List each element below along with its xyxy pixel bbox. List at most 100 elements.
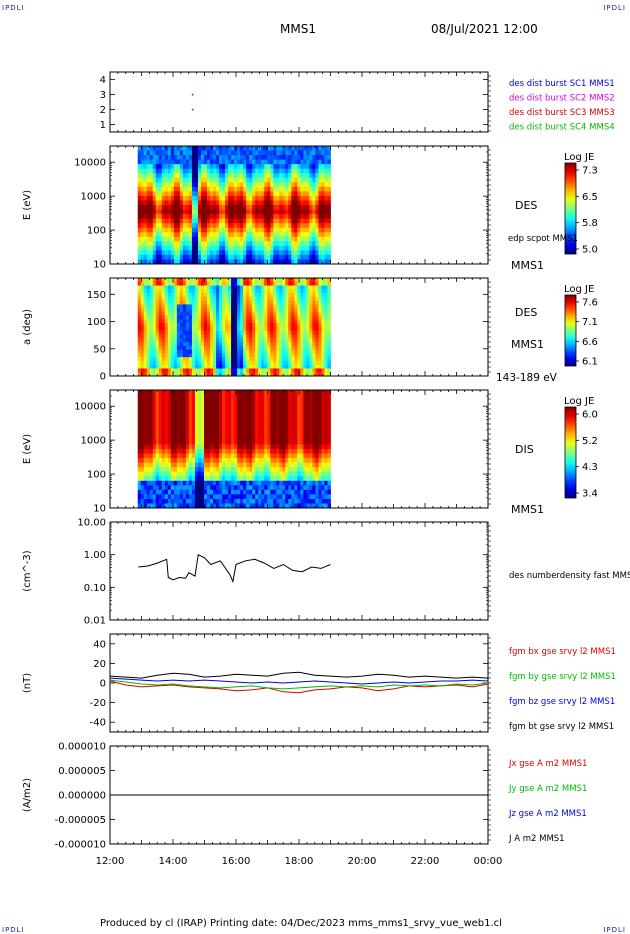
- des-pitch-panel-heatmap-cell: [291, 323, 295, 328]
- dis-energy-panel-heatmap-cell: [167, 412, 172, 418]
- des-pitch-panel-heatmap-cell: [140, 296, 145, 302]
- des-pitch-panel-heatmap-cell: [249, 364, 253, 369]
- des-energy-panel-heatmap-cell: [197, 245, 202, 251]
- des-pitch-panel-heatmap-cell: [306, 368, 310, 373]
- des-pitch-panel-heatmap-cell: [161, 296, 166, 302]
- dis-energy-panel-heatmap-cell: [182, 480, 187, 486]
- des-energy-panel-heatmap-cell: [216, 195, 220, 201]
- des-energy-panel-colorbar-tick-label: 5.8: [582, 218, 598, 229]
- des-energy-panel-heatmap-cell: [152, 182, 157, 188]
- des-pitch-panel-heatmap-cell: [303, 338, 307, 343]
- des-pitch-panel-heatmap-cell: [149, 311, 154, 317]
- des-energy-panel-heatmap-cell: [306, 218, 310, 224]
- des-energy-panel-heatmap-cell: [197, 159, 202, 165]
- dis-energy-panel-heatmap-cell: [243, 394, 247, 400]
- des-energy-panel-heatmap-cell: [300, 218, 304, 224]
- des-pitch-panel-heatmap-cell: [294, 372, 298, 377]
- des-energy-panel-heatmap-cell: [182, 245, 187, 251]
- des-energy-panel-heatmap-cell: [270, 223, 274, 229]
- des-energy-panel-heatmap-cell: [170, 214, 175, 220]
- des-energy-panel-heatmap-cell: [216, 232, 220, 238]
- des-pitch-panel-heatmap-cell: [140, 368, 145, 373]
- des-pitch-panel-heatmap-cell: [252, 311, 256, 317]
- des-pitch-panel-heatmap-cell: [297, 289, 301, 294]
- dis-energy-panel-heatmap-cell: [179, 462, 184, 468]
- dis-energy-panel-heatmap-cell: [167, 444, 172, 450]
- des-energy-panel-heatmap-cell: [279, 245, 283, 251]
- des-energy-panel-heatmap-cell: [243, 164, 247, 170]
- des-pitch-panel-heatmap-cell: [161, 360, 166, 366]
- dis-energy-panel-heatmap-cell: [194, 489, 199, 495]
- des-pitch-panel-heatmap-cell: [188, 315, 193, 320]
- des-energy-panel-heatmap-cell: [315, 173, 319, 179]
- dis-energy-panel-heatmap-cell: [185, 476, 190, 482]
- des-energy-panel-heatmap-cell: [252, 159, 256, 165]
- des-energy-panel-heatmap-cell: [270, 200, 274, 206]
- des-energy-panel-heatmap-cell: [161, 182, 166, 188]
- des-pitch-panel-heatmap-cell: [170, 349, 175, 354]
- des-energy-panel-heatmap-cell: [273, 146, 277, 151]
- des-energy-panel-heatmap-cell: [255, 254, 259, 260]
- des-energy-panel-heatmap-cell: [273, 177, 277, 183]
- des-energy-panel-heatmap-cell: [252, 146, 256, 151]
- des-energy-panel-heatmap-cell: [252, 205, 256, 210]
- des-energy-panel-heatmap-cell: [258, 223, 262, 229]
- des-pitch-panel-heatmap-cell: [267, 319, 271, 324]
- dis-energy-panel-heatmap-cell: [243, 439, 247, 445]
- des-pitch-panel-heatmap-cell: [161, 319, 166, 324]
- des-energy-panel-heatmap-cell: [179, 173, 184, 179]
- des-pitch-panel-heatmap-cell: [225, 353, 229, 358]
- des-pitch-panel-heatmap-cell: [252, 368, 256, 373]
- des-pitch-panel-heatmap-cell: [249, 308, 253, 313]
- des-energy-panel-heatmap-cell: [219, 200, 223, 206]
- dis-energy-panel-heatmap-cell: [267, 430, 271, 436]
- des-pitch-panel-heatmap-cell: [306, 281, 310, 286]
- des-energy-panel-heatmap-cell: [297, 191, 301, 197]
- dis-energy-panel-heatmap-cell: [191, 439, 196, 445]
- des-pitch-panel-heatmap-cell: [188, 278, 193, 283]
- dis-energy-panel-heatmap-cell: [140, 458, 145, 464]
- des-energy-panel-heatmap-cell: [252, 241, 256, 247]
- dis-energy-panel-heatmap-cell: [222, 498, 226, 504]
- des-pitch-panel-heatmap-cell: [318, 311, 322, 317]
- des-energy-panel-heatmap-cell: [137, 177, 142, 183]
- des-energy-panel-heatmap-cell: [270, 150, 274, 156]
- des-energy-panel-heatmap-cell: [216, 209, 220, 215]
- des-pitch-panel-heatmap-cell: [306, 338, 310, 343]
- des-energy-panel-heatmap-cell: [264, 159, 268, 165]
- des-pitch-panel-heatmap-cell: [152, 372, 157, 377]
- des-energy-panel-heatmap-cell: [249, 195, 253, 201]
- des-pitch-panel-heatmap-cell: [170, 281, 175, 286]
- des-energy-panel-heatmap-cell: [291, 173, 295, 179]
- des-pitch-panel-heatmap-cell: [164, 353, 169, 358]
- des-energy-panel-heatmap-cell: [315, 214, 319, 220]
- dis-energy-panel-heatmap-cell: [194, 503, 199, 509]
- des-energy-panel-heatmap-cell: [173, 195, 178, 201]
- des-pitch-panel-heatmap-cell: [137, 304, 142, 309]
- dis-energy-panel-heatmap-cell: [182, 498, 187, 504]
- des-energy-panel-heatmap-cell: [243, 191, 247, 197]
- des-pitch-panel-heatmap-cell: [315, 311, 319, 317]
- des-pitch-panel-heatmap-cell: [140, 364, 145, 369]
- des-energy-panel-heatmap-cell: [179, 195, 184, 201]
- des-pitch-panel-heatmap-cell: [176, 372, 181, 377]
- des-energy-panel-heatmap-cell: [276, 227, 280, 233]
- des-pitch-panel-heatmap-cell: [231, 304, 235, 309]
- des-pitch-panel-heatmap-cell: [297, 308, 301, 313]
- des-energy-panel-heatmap-cell: [137, 241, 142, 247]
- des-pitch-panel-heatmap-cell: [321, 289, 325, 294]
- des-energy-panel-heatmap-cell: [312, 150, 316, 156]
- des-pitch-panel-heatmap-cell: [161, 323, 166, 328]
- des-pitch-panel-heatmap-cell: [267, 368, 271, 373]
- dis-energy-panel-heatmap-cell: [219, 439, 223, 445]
- dis-energy-panel-heatmap-cell: [155, 462, 160, 468]
- des-energy-panel-heatmap-cell: [240, 173, 244, 179]
- des-energy-panel-heatmap-cell: [158, 150, 163, 156]
- dis-energy-panel-heatmap-cell: [228, 476, 232, 482]
- dis-energy-panel-heatmap-cell: [270, 403, 274, 409]
- dis-energy-panel-heatmap-cell: [182, 394, 187, 400]
- des-energy-panel-heatmap-cell: [185, 173, 190, 179]
- des-energy-panel-heatmap-cell: [288, 191, 292, 197]
- dis-energy-panel-heatmap-cell: [261, 444, 265, 450]
- des-energy-panel-heatmap-cell: [252, 218, 256, 224]
